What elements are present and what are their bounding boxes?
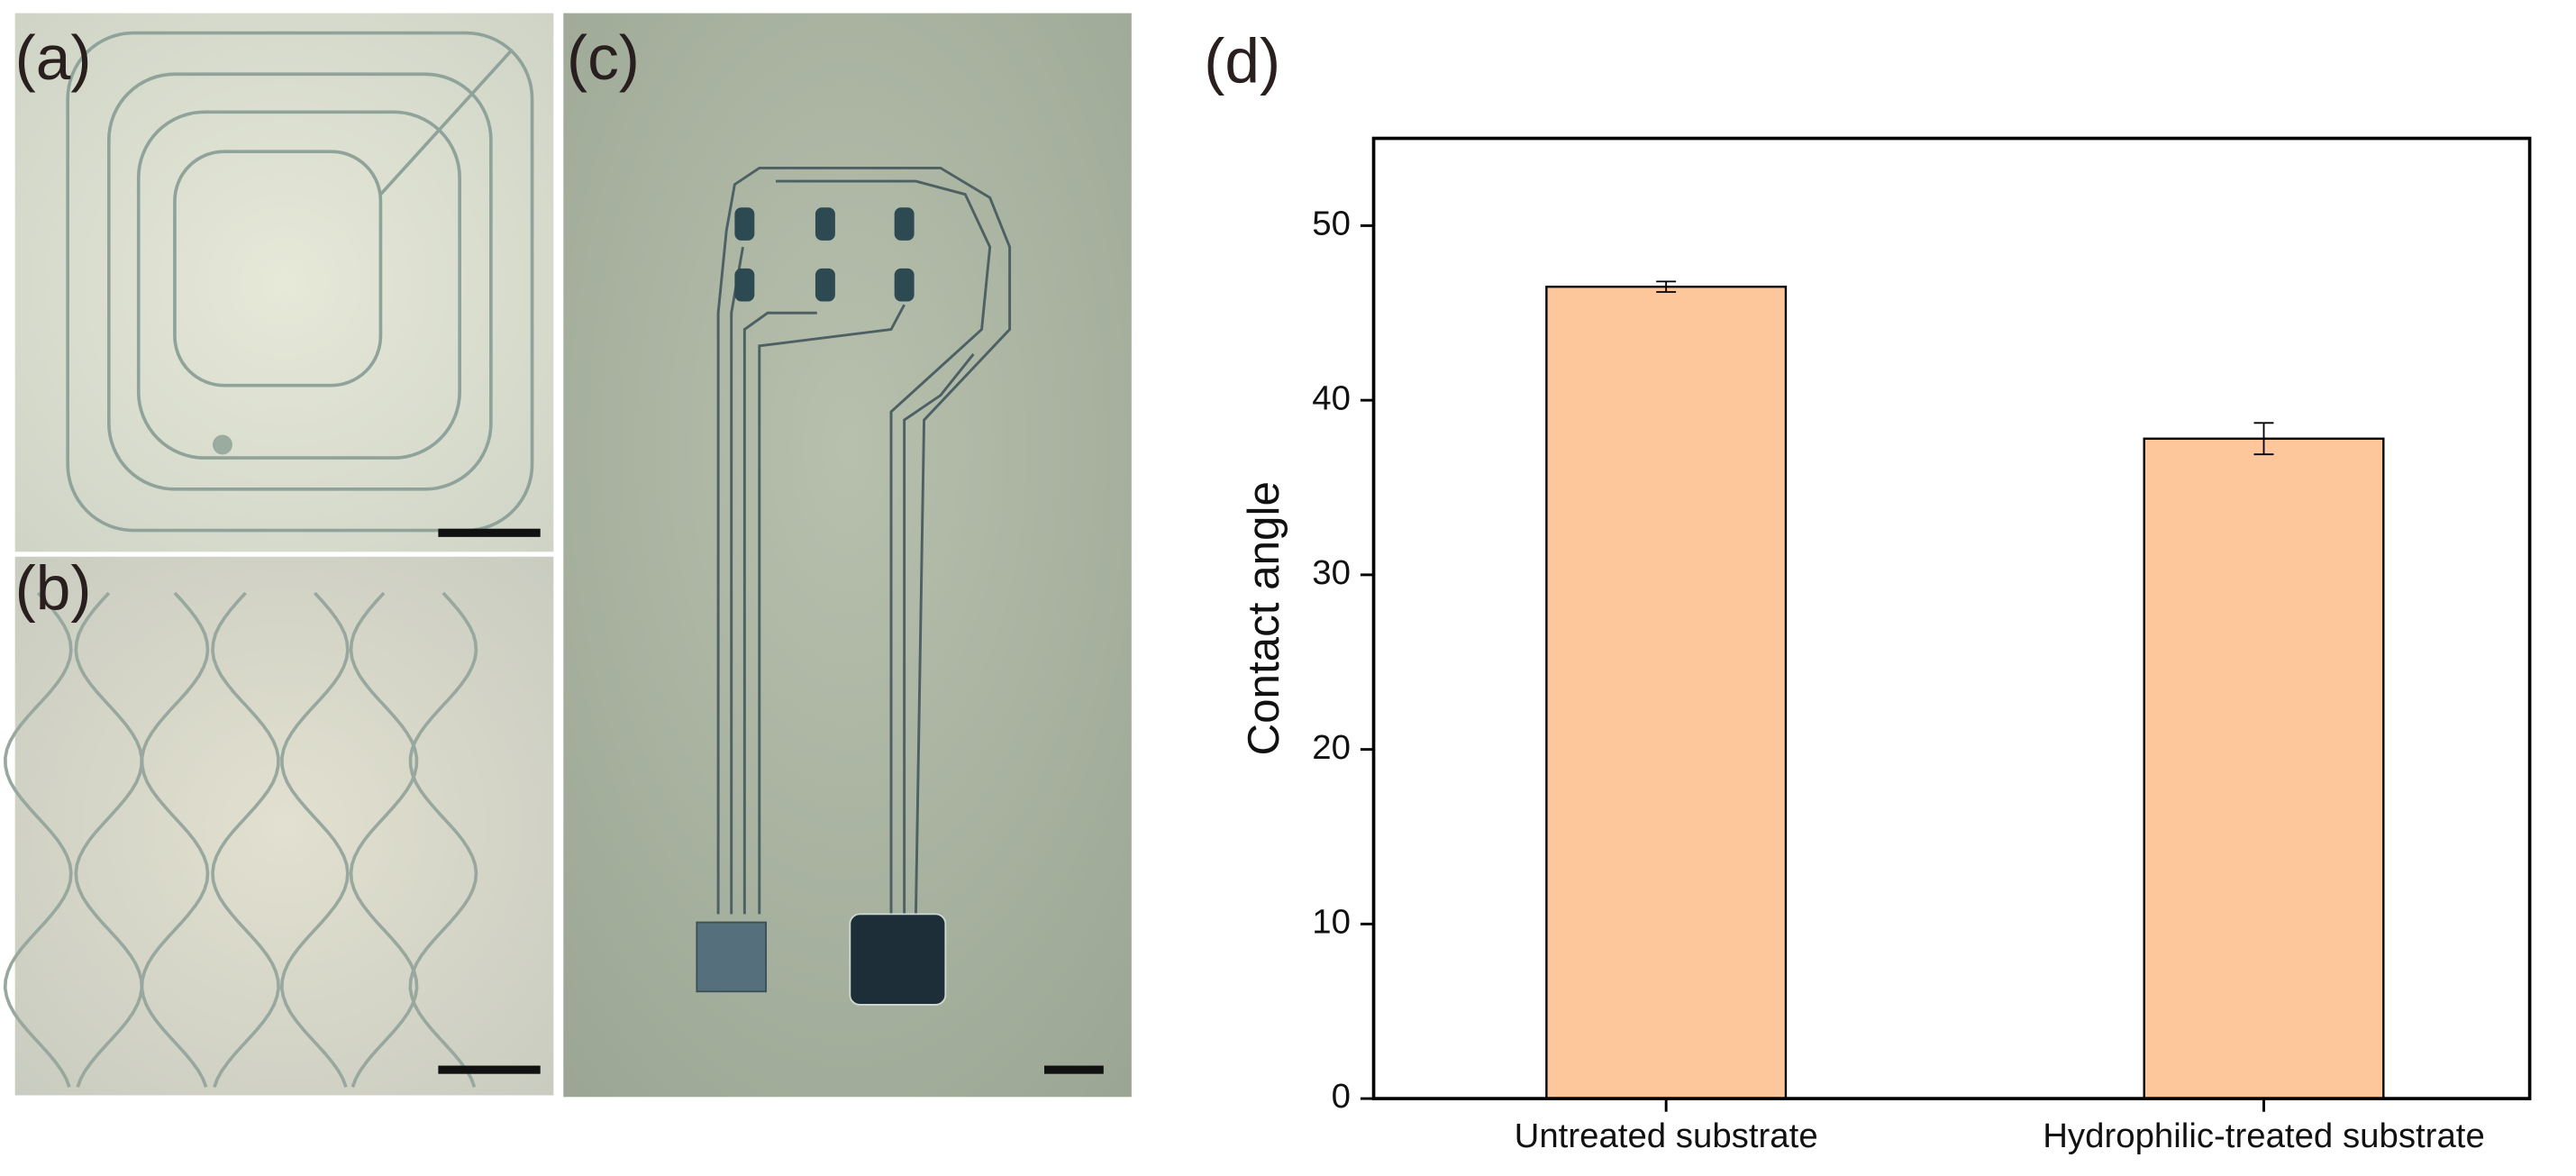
y-tick-label: 50 bbox=[1312, 205, 1351, 243]
bar-chart: (d) 0 10 20 30 40 50 Untreated substrate Hydrop… bbox=[1204, 25, 2532, 1155]
error-bar bbox=[1656, 280, 1677, 293]
photo-a: (a) bbox=[14, 13, 554, 552]
y-tick-label: 30 bbox=[1312, 553, 1351, 592]
x-tick-label: Hydrophilic-treated substrate bbox=[2043, 1117, 2485, 1155]
channel bbox=[408, 591, 478, 1088]
channel bbox=[140, 591, 210, 1088]
y-tick-label: 10 bbox=[1312, 902, 1351, 941]
x-tick-label: Untreated substrate bbox=[1515, 1117, 1818, 1155]
y-tick-label: 20 bbox=[1312, 728, 1351, 767]
panel-label: (a) bbox=[15, 23, 92, 93]
plot-frame bbox=[1371, 136, 2532, 1100]
channel bbox=[74, 591, 144, 1088]
scale-bar bbox=[438, 1065, 541, 1074]
y-axis-label: Contact angle bbox=[1239, 481, 1288, 755]
channel bbox=[279, 591, 350, 1088]
photo-c: (c) bbox=[563, 13, 1132, 1098]
error-bar bbox=[2253, 422, 2274, 456]
photo-b: (b) bbox=[3, 552, 554, 1096]
scale-bar bbox=[1043, 1065, 1104, 1074]
panel-label: (c) bbox=[567, 23, 640, 93]
y-tick-label: 40 bbox=[1312, 378, 1351, 417]
channel bbox=[211, 591, 280, 1088]
panel-label: (d) bbox=[1204, 25, 1280, 96]
scale-bar bbox=[438, 528, 541, 537]
channel bbox=[349, 591, 419, 1088]
y-tick-label: 0 bbox=[1332, 1077, 1351, 1116]
panel-label: (b) bbox=[15, 552, 92, 623]
bar bbox=[1545, 286, 1788, 1100]
channel bbox=[3, 591, 73, 1088]
bar bbox=[2143, 437, 2385, 1100]
